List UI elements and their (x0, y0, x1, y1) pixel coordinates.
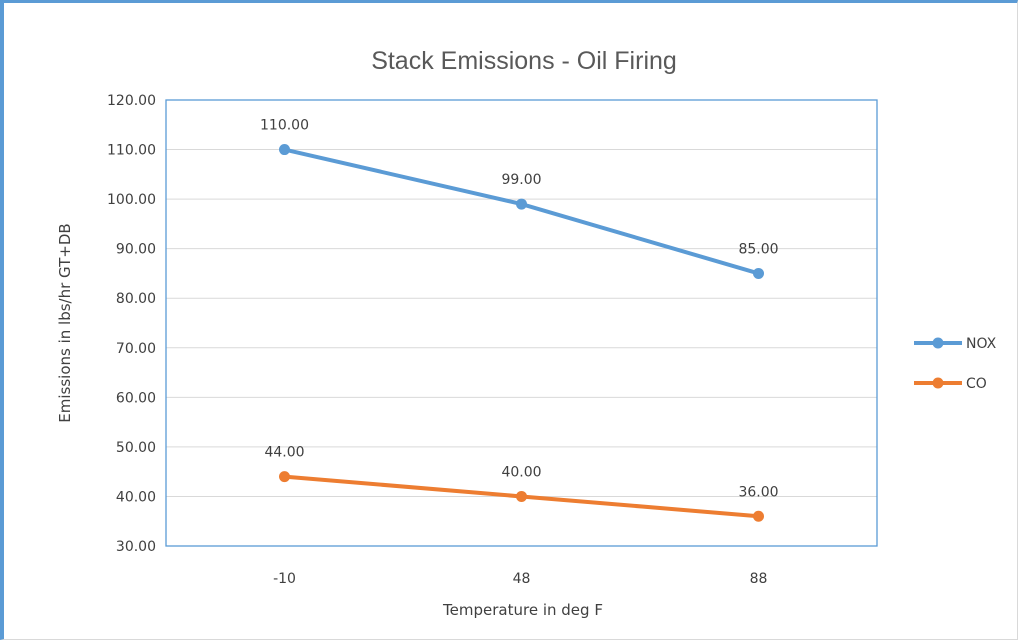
data-label: 36.00 (738, 484, 778, 500)
legend: NOX CO (914, 336, 997, 392)
data-point (516, 198, 527, 210)
y-tick-label: 70.00 (116, 341, 156, 357)
y-tick-label: 60.00 (116, 390, 156, 406)
data-point (279, 471, 290, 483)
y-tick-label: 40.00 (116, 489, 156, 505)
legend-marker (932, 377, 944, 389)
x-axis-ticks: -10 48 88 (273, 571, 767, 587)
legend-marker (932, 337, 944, 349)
y-tick-label: 120.00 (107, 93, 156, 109)
legend-label: NOX (966, 336, 997, 352)
y-tick-label: 50.00 (116, 440, 156, 456)
x-tick-label: -10 (273, 571, 296, 587)
legend-item-nox: NOX (914, 336, 997, 352)
x-tick-label: 88 (750, 571, 768, 587)
data-label: 85.00 (738, 241, 778, 257)
data-label: 99.00 (501, 172, 541, 188)
data-point (753, 267, 764, 279)
y-axis-ticks: 30.00 40.00 50.00 60.00 70.00 80.00 90.00 100.0… (107, 93, 156, 555)
series-group: 110.00 99.00 85.00 44.00 40.00 36.00 (260, 118, 779, 522)
y-tick-label: 90.00 (116, 242, 156, 258)
line-chart: Stack Emissions - Oil Firing 30.00 40.00 5… (56, 47, 997, 619)
data-label: 110.00 (260, 118, 309, 134)
gridlines (166, 149, 877, 497)
series-co: 44.00 40.00 36.00 (264, 445, 779, 522)
legend-item-co: CO (914, 376, 987, 392)
data-point (516, 490, 527, 502)
x-tick-label: 48 (513, 571, 531, 587)
data-point (753, 510, 764, 522)
data-label: 44.00 (264, 445, 304, 461)
series-line-nox (282, 147, 761, 276)
plot-area (165, 99, 878, 547)
y-tick-label: 100.00 (107, 192, 156, 208)
data-point (279, 144, 290, 156)
chart-title: Stack Emissions - Oil Firing (371, 47, 677, 75)
data-label: 40.00 (501, 464, 541, 480)
y-axis-label: Emissions in lbs/hr GT+DB (56, 223, 74, 422)
y-tick-label: 110.00 (107, 143, 156, 159)
x-axis-label: Temperature in deg F (442, 601, 603, 619)
y-tick-label: 80.00 (116, 291, 156, 307)
legend-label: CO (966, 376, 987, 392)
series-nox: 110.00 99.00 85.00 (260, 118, 779, 279)
y-tick-label: 30.00 (116, 539, 156, 555)
